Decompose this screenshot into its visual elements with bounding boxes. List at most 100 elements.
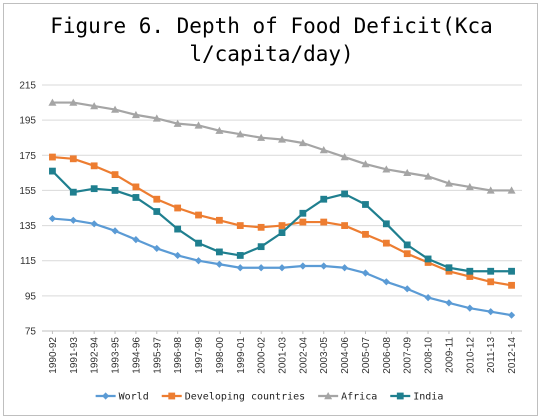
data-point-world (341, 264, 349, 272)
y-tick-label: 155 (19, 186, 36, 197)
data-point-world (361, 269, 370, 277)
legend: World Developing countries Africa India (95, 392, 443, 403)
data-point-india (424, 255, 432, 263)
x-tick-label: 1992-94 (90, 337, 101, 374)
data-point-africa (48, 98, 57, 106)
data-point-world (507, 311, 516, 319)
data-point-india (382, 220, 390, 228)
data-point-developing-countries (49, 153, 56, 161)
data-point-developing-countries (320, 218, 328, 226)
data-point-india (195, 239, 202, 247)
chart-title-line-2: l/capita/day) (189, 42, 354, 66)
data-point-developing-countries (195, 211, 202, 219)
data-point-developing-countries (403, 250, 411, 258)
data-point-world (487, 308, 495, 316)
data-point-africa (444, 179, 453, 187)
data-point-developing-countries (153, 195, 161, 203)
legend-label: World (119, 392, 149, 403)
data-point-developing-countries (299, 218, 307, 226)
x-tick-label: 2011-13 (486, 337, 497, 373)
data-point-developing-countries (236, 222, 244, 229)
data-point-world (69, 216, 77, 224)
data-point-africa (111, 105, 120, 113)
y-tick-label: 135 (19, 221, 36, 232)
y-axis: 75 95 115 135 155 175 195 215 (19, 81, 36, 338)
chart-frame: Figure 6. Depth of Food Deficit(Kca l/ca… (3, 3, 538, 416)
data-point-india (257, 243, 265, 251)
series-group (48, 98, 516, 319)
x-axis: 1990-92 1991-93 1992-94 1993-95 1994-96 1995-… (42, 330, 522, 374)
y-tick-label: 195 (19, 116, 36, 127)
data-point-africa (257, 133, 266, 141)
data-point-developing-countries (466, 273, 474, 280)
data-point-india (320, 195, 328, 203)
data-point-africa (424, 172, 433, 180)
x-tick-label: 1996-98 (173, 337, 184, 374)
data-point-developing-countries (111, 171, 119, 179)
legend-swatch-marker (168, 392, 176, 400)
data-point-africa (173, 119, 182, 127)
series-india (49, 167, 515, 275)
data-point-india (445, 264, 453, 272)
data-point-africa (194, 121, 203, 129)
data-point-africa (152, 114, 161, 122)
data-point-india (111, 187, 119, 194)
x-tick-label: 1999-01 (236, 337, 247, 374)
x-tick-label: 2000-02 (257, 337, 268, 374)
x-tick-label: 1991-93 (69, 337, 80, 374)
data-point-india (236, 252, 244, 259)
data-point-india (90, 185, 98, 193)
data-point-india (153, 208, 161, 215)
legend-label: Africa (341, 392, 377, 403)
data-point-developing-countries (341, 222, 349, 229)
data-point-world (153, 244, 161, 253)
data-point-india (215, 248, 223, 256)
data-point-world (278, 264, 286, 272)
y-tick-label: 175 (19, 151, 36, 162)
data-point-developing-countries (362, 230, 369, 238)
data-point-india (278, 229, 286, 236)
data-point-developing-countries (69, 155, 77, 163)
data-point-developing-countries (90, 162, 98, 170)
x-tick-label: 2005-07 (361, 337, 372, 374)
data-point-developing-countries (174, 204, 182, 212)
data-point-developing-countries (424, 259, 432, 266)
data-point-africa (298, 138, 307, 147)
data-point-developing-countries (508, 281, 515, 289)
data-point-africa (382, 165, 391, 173)
data-point-india (466, 267, 474, 275)
data-point-world (299, 262, 307, 270)
data-point-india (69, 188, 77, 196)
chart-title: Figure 6. Depth of Food Deficit(Kca l/ca… (4, 12, 539, 68)
legend-swatch-marker (102, 392, 110, 400)
data-point-world (466, 304, 474, 312)
legend-label: India (413, 392, 443, 403)
legend-item-india: India (390, 392, 443, 403)
x-tick-label: 1993-95 (111, 337, 122, 374)
legend-label: Developing countries (185, 392, 305, 403)
x-tick-label: 1995-97 (152, 337, 163, 374)
data-point-world (445, 299, 453, 307)
data-point-india (362, 201, 369, 208)
x-tick-label: 1990-92 (48, 337, 59, 374)
data-point-india (299, 209, 307, 217)
data-point-africa (278, 135, 286, 143)
legend-swatch-marker (396, 392, 404, 400)
data-point-world (132, 236, 140, 244)
data-point-developing-countries (132, 183, 140, 191)
x-tick-label: 1997-99 (194, 337, 205, 374)
series-world (48, 214, 516, 319)
x-tick-label: 2004-06 (340, 337, 351, 374)
y-tick-label: 115 (20, 256, 36, 267)
gridlines (42, 84, 522, 332)
x-tick-label: 2008-10 (424, 337, 435, 374)
data-point-world (174, 251, 182, 260)
data-point-world (236, 264, 244, 272)
data-point-africa (90, 102, 99, 110)
data-point-africa (465, 182, 474, 191)
x-tick-label: 1998-00 (215, 337, 226, 374)
data-point-developing-countries (215, 216, 223, 224)
data-point-africa (361, 160, 370, 168)
data-point-africa (486, 186, 495, 194)
